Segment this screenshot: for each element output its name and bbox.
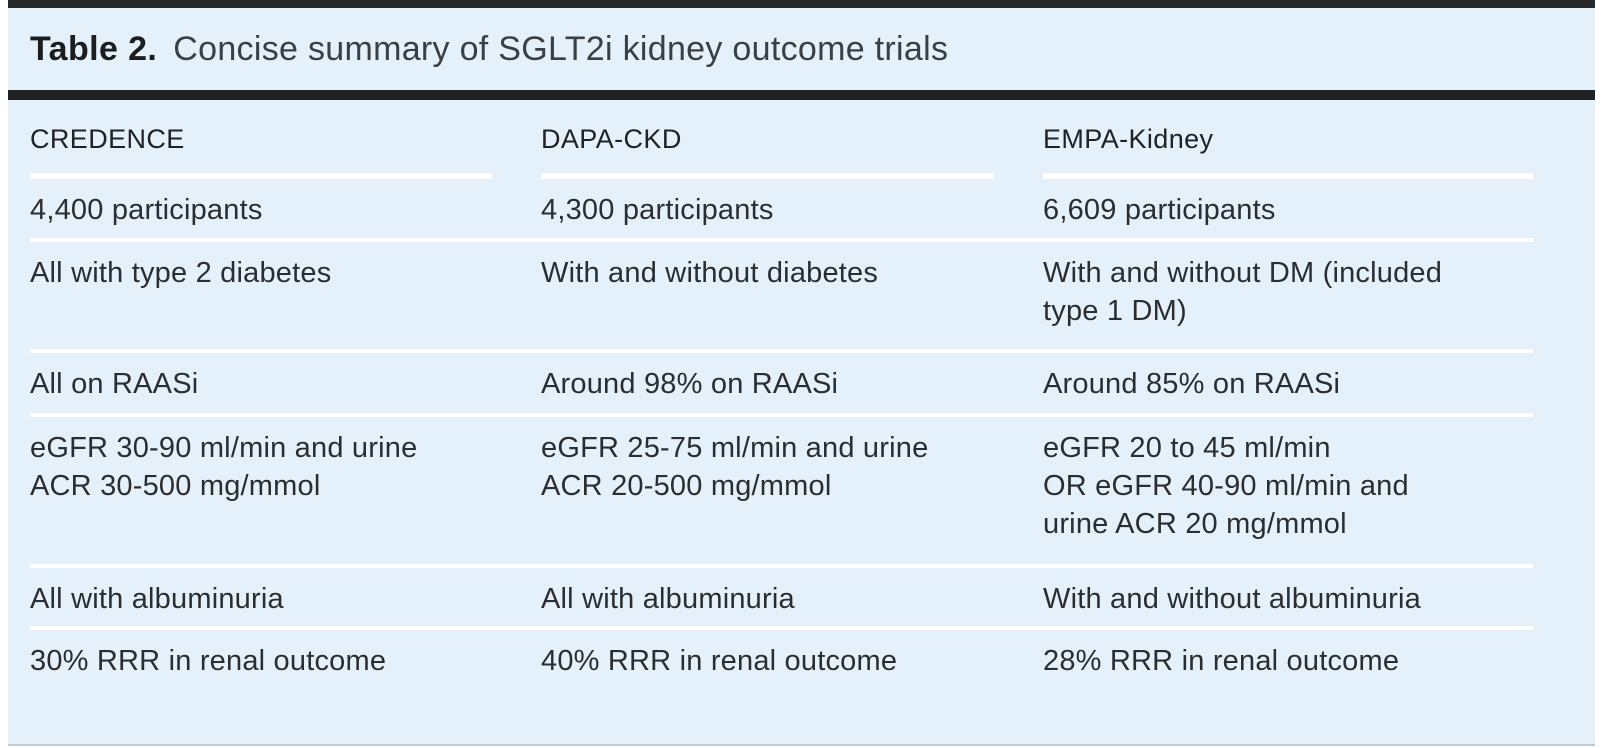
cell-empa-raasi: Around 85% on RAASi — [1043, 368, 1341, 400]
header-underline — [541, 173, 994, 179]
cell-empa-participants: 6,609 participants — [1043, 194, 1276, 226]
cell-dapa-outcome: 40% RRR in renal outcome — [541, 645, 898, 677]
header-underline — [30, 173, 492, 179]
top-rule — [8, 0, 1595, 8]
column-header-empa-kidney: EMPA-Kidney — [1043, 124, 1214, 154]
cell-credence-participants: 4,400 participants — [30, 194, 263, 226]
table-row-renal-outcome: 30% RRR in renal outcome 40% RRR in rena… — [30, 626, 1533, 746]
cell-empa-egfr: eGFR 20 to 45 ml/min OR eGFR 40-90 ml/mi… — [1043, 432, 1409, 540]
cell-dapa-raasi: Around 98% on RAASi — [541, 368, 839, 400]
header-underline — [1043, 173, 1533, 179]
cell-credence-egfr: eGFR 30-90 ml/min and urine ACR 30-500 m… — [30, 432, 418, 502]
cell-dapa-egfr: eGFR 25-75 ml/min and urine ACR 20-500 m… — [541, 432, 929, 502]
table-row-egfr-criteria: eGFR 30-90 ml/min and urine ACR 30-500 m… — [30, 413, 1533, 564]
header-row: CREDENCE DAPA-CKD EMPA-Kidney — [30, 100, 1533, 173]
cell-dapa-diabetes: With and without diabetes — [541, 257, 879, 289]
table-panel: Table 2. Concise summary of SGLT2i kidney… — [8, 0, 1595, 746]
cell-dapa-albuminuria: All with albuminuria — [541, 583, 795, 615]
table-row-raasi: All on RAASi Around 98% on RAASi Around … — [30, 349, 1533, 413]
table-number-label: Table 2. — [30, 30, 158, 68]
column-header-credence: CREDENCE — [30, 124, 185, 154]
cell-credence-albuminuria: All with albuminuria — [30, 583, 284, 615]
table-row-diabetes: All with type 2 diabetes With and withou… — [30, 238, 1533, 349]
cell-credence-outcome: 30% RRR in renal outcome — [30, 645, 387, 677]
table-caption: Table 2. Concise summary of SGLT2i kidney… — [8, 8, 1595, 90]
table-row-albuminuria: All with albuminuria All with albuminuri… — [30, 564, 1533, 626]
cell-empa-albuminuria: With and without albuminuria — [1043, 583, 1421, 615]
title-divider-rule — [8, 90, 1595, 100]
cell-empa-diabetes: With and without DM (included type 1 DM) — [1043, 257, 1443, 327]
table-body: CREDENCE DAPA-CKD EMPA-Kidney 4,400 part… — [8, 100, 1595, 746]
column-header-dapa-ckd: DAPA-CKD — [541, 124, 682, 154]
header-underline-row — [30, 173, 1533, 179]
table-row-participants: 4,400 participants 4,300 participants 6,… — [30, 179, 1533, 238]
cell-credence-diabetes: All with type 2 diabetes — [30, 257, 332, 289]
cell-credence-raasi: All on RAASi — [30, 368, 199, 400]
cell-empa-outcome: 28% RRR in renal outcome — [1043, 645, 1400, 677]
cell-dapa-participants: 4,300 participants — [541, 194, 774, 226]
table-title-text: Concise summary of SGLT2i kidney outcome… — [173, 30, 949, 68]
